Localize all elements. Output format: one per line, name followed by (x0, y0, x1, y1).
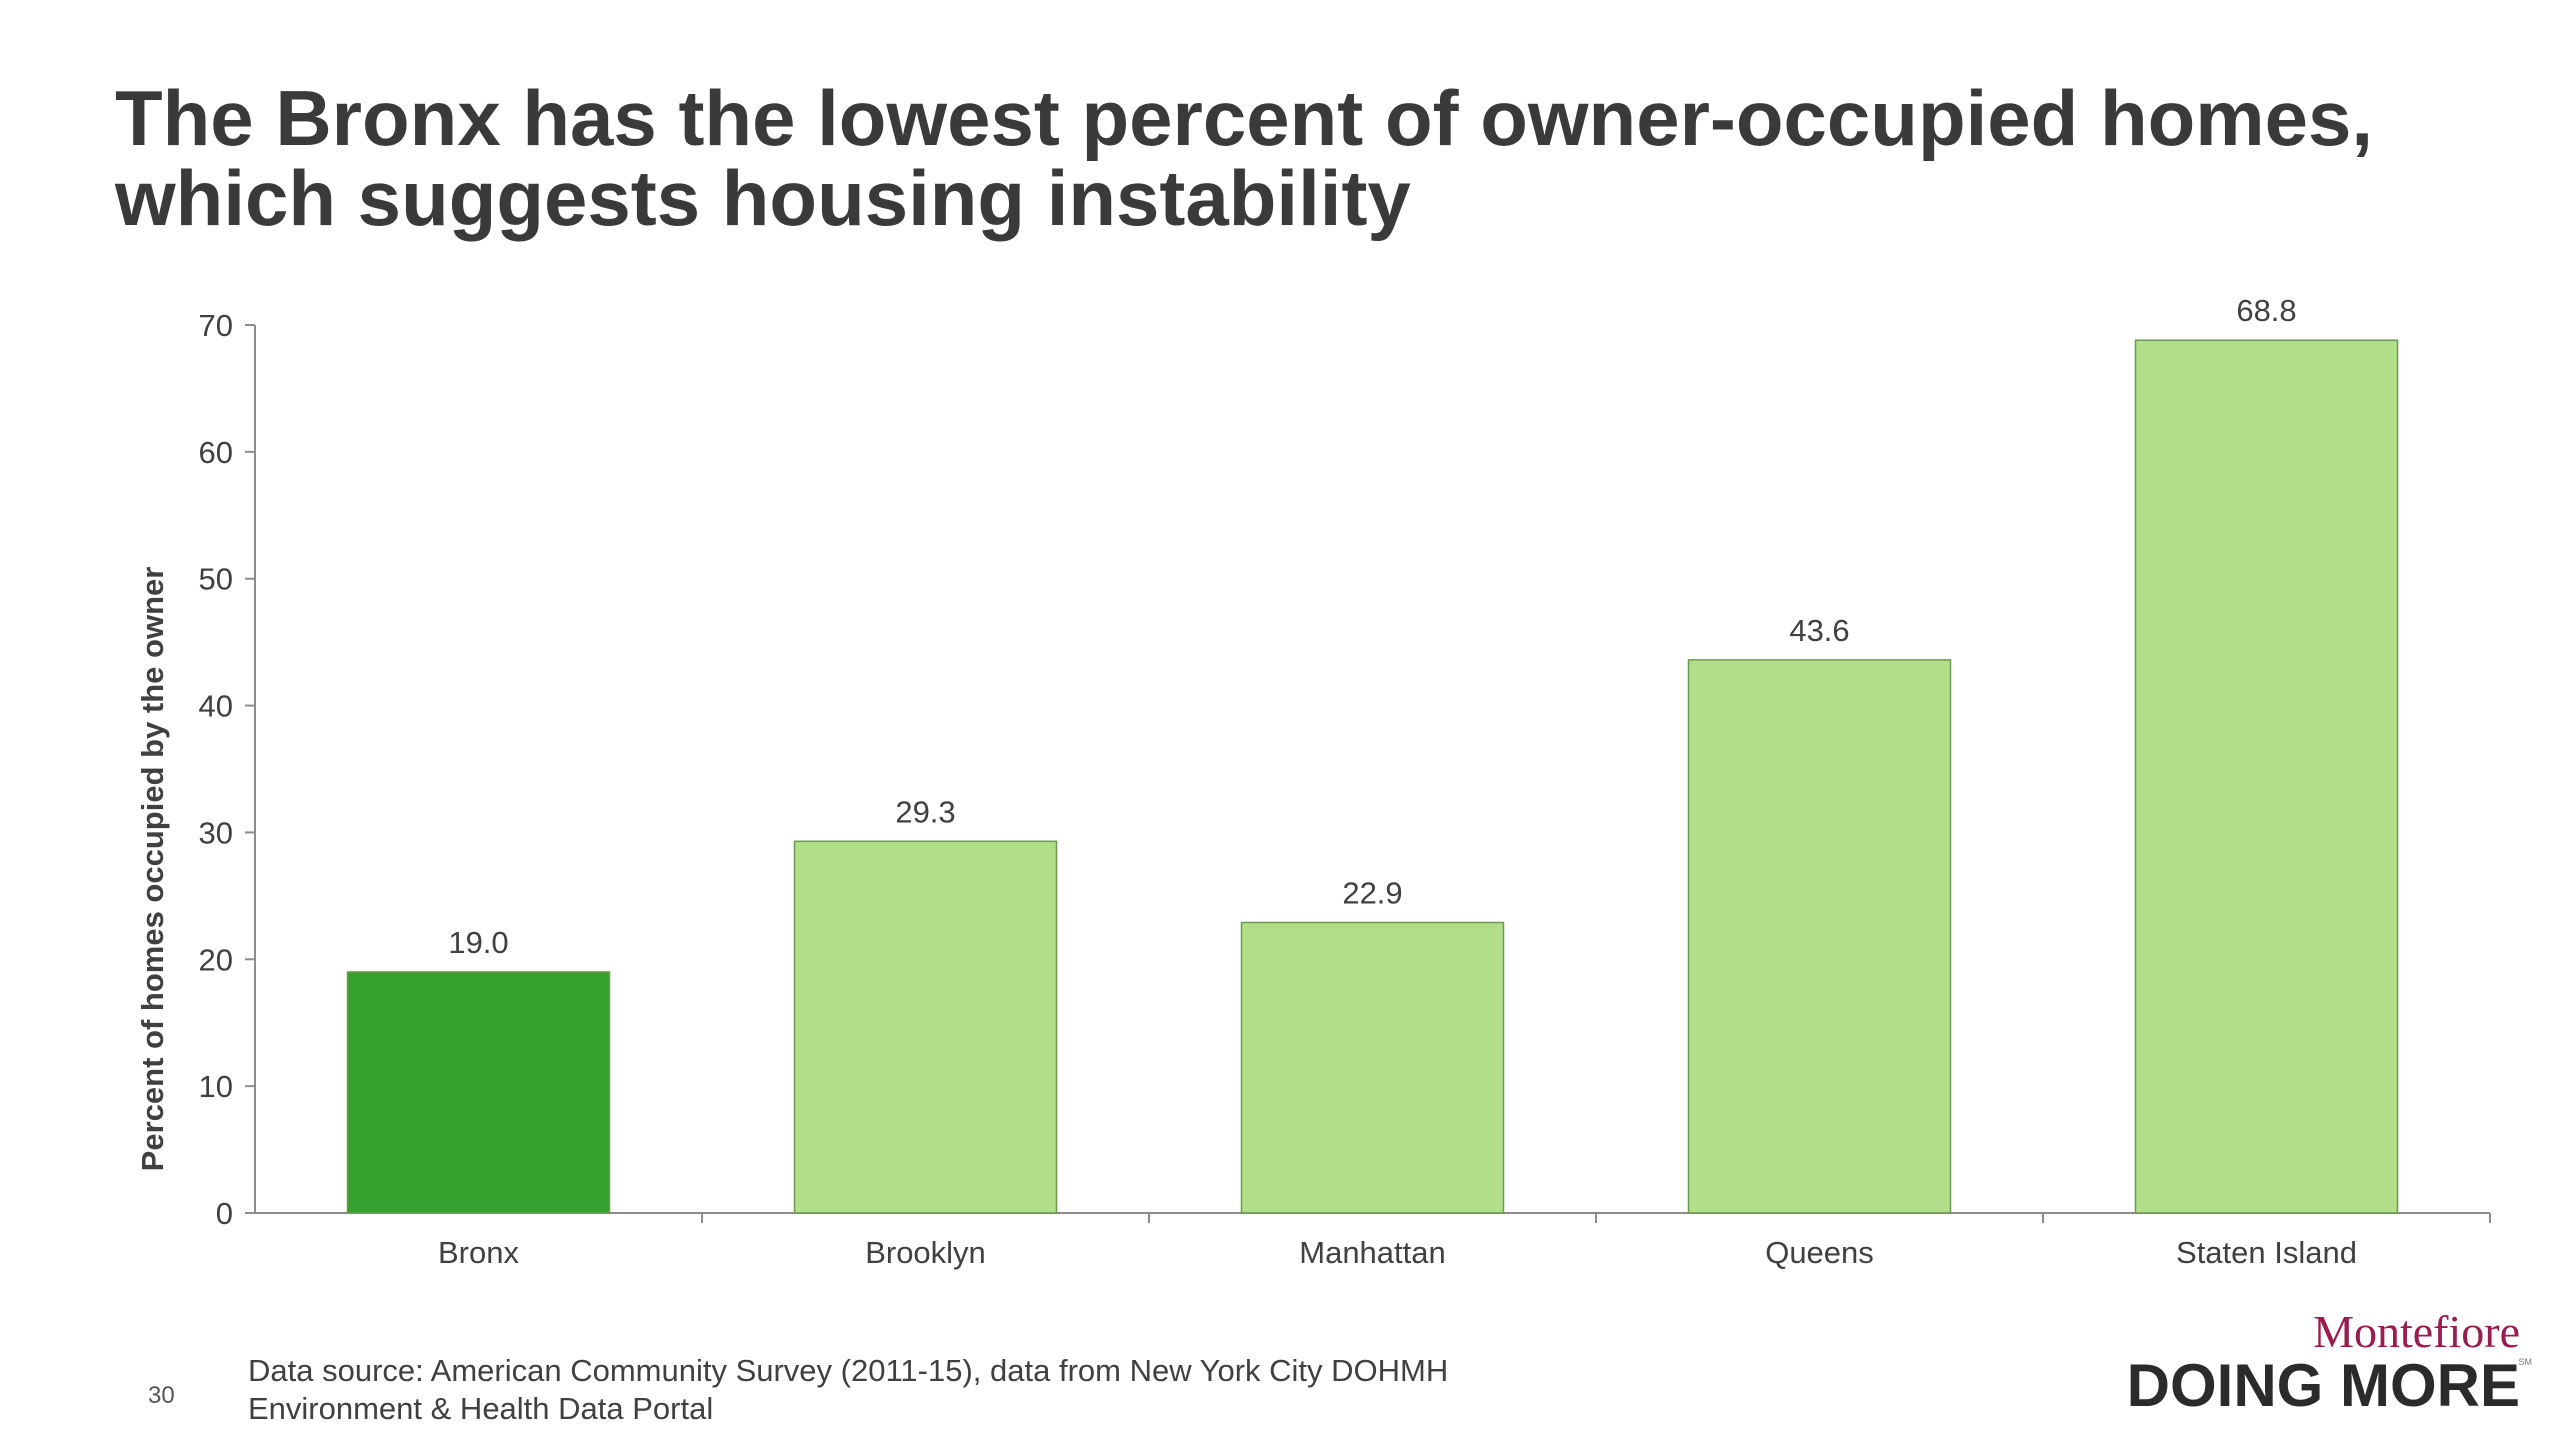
data-label: 22.9 (1342, 875, 1402, 910)
title-line-1: The Bronx has the lowest percent of owne… (115, 74, 2374, 162)
bar-manhattan (1240, 921, 1505, 1214)
bar-queens (1687, 659, 1952, 1214)
brand-name: Montefiore (2313, 1306, 2520, 1357)
y-tick-label: 60 (199, 435, 233, 470)
bar-brooklyn (793, 840, 1058, 1214)
x-tick-label: Queens (1765, 1235, 1874, 1270)
x-tick-label: Staten Island (2176, 1235, 2357, 1270)
data-label: 68.8 (2236, 293, 2296, 328)
y-tick-label: 20 (199, 942, 233, 977)
y-tick-label: 10 (199, 1069, 233, 1104)
data-label: 19.0 (448, 925, 508, 960)
data-label: 43.6 (1789, 613, 1849, 648)
x-tick-label: Bronx (438, 1235, 519, 1270)
data-label: 29.3 (895, 794, 955, 829)
bar-staten-island (2134, 339, 2399, 1214)
slide-title: The Bronx has the lowest percent of owne… (115, 78, 2515, 238)
service-mark: SM (2518, 1357, 2533, 1367)
y-tick-label: 0 (216, 1196, 233, 1231)
y-tick-label: 70 (199, 308, 233, 343)
brand-tagline: DOING MORE (2126, 1352, 2520, 1419)
title-line-2: which suggests housing instability (115, 154, 1411, 242)
y-axis-title: Percent of homes occupied by the owner (135, 567, 170, 1172)
y-tick-label: 50 (199, 562, 233, 597)
x-tick-label: Brooklyn (865, 1235, 986, 1270)
x-tick-label: Manhattan (1299, 1235, 1446, 1270)
source-line-2: Environment & Health Data Portal (248, 1391, 714, 1426)
y-tick-label: 40 (199, 689, 233, 724)
bar-bronx (346, 971, 611, 1214)
data-source-note: Data source: American Community Survey (… (248, 1352, 1448, 1428)
source-line-1: Data source: American Community Survey (… (248, 1353, 1449, 1388)
page-number: 30 (148, 1382, 175, 1409)
y-tick-label: 30 (199, 815, 233, 850)
montefiore-logo: Montefiore DOING MORE SM (2120, 1305, 2533, 1419)
